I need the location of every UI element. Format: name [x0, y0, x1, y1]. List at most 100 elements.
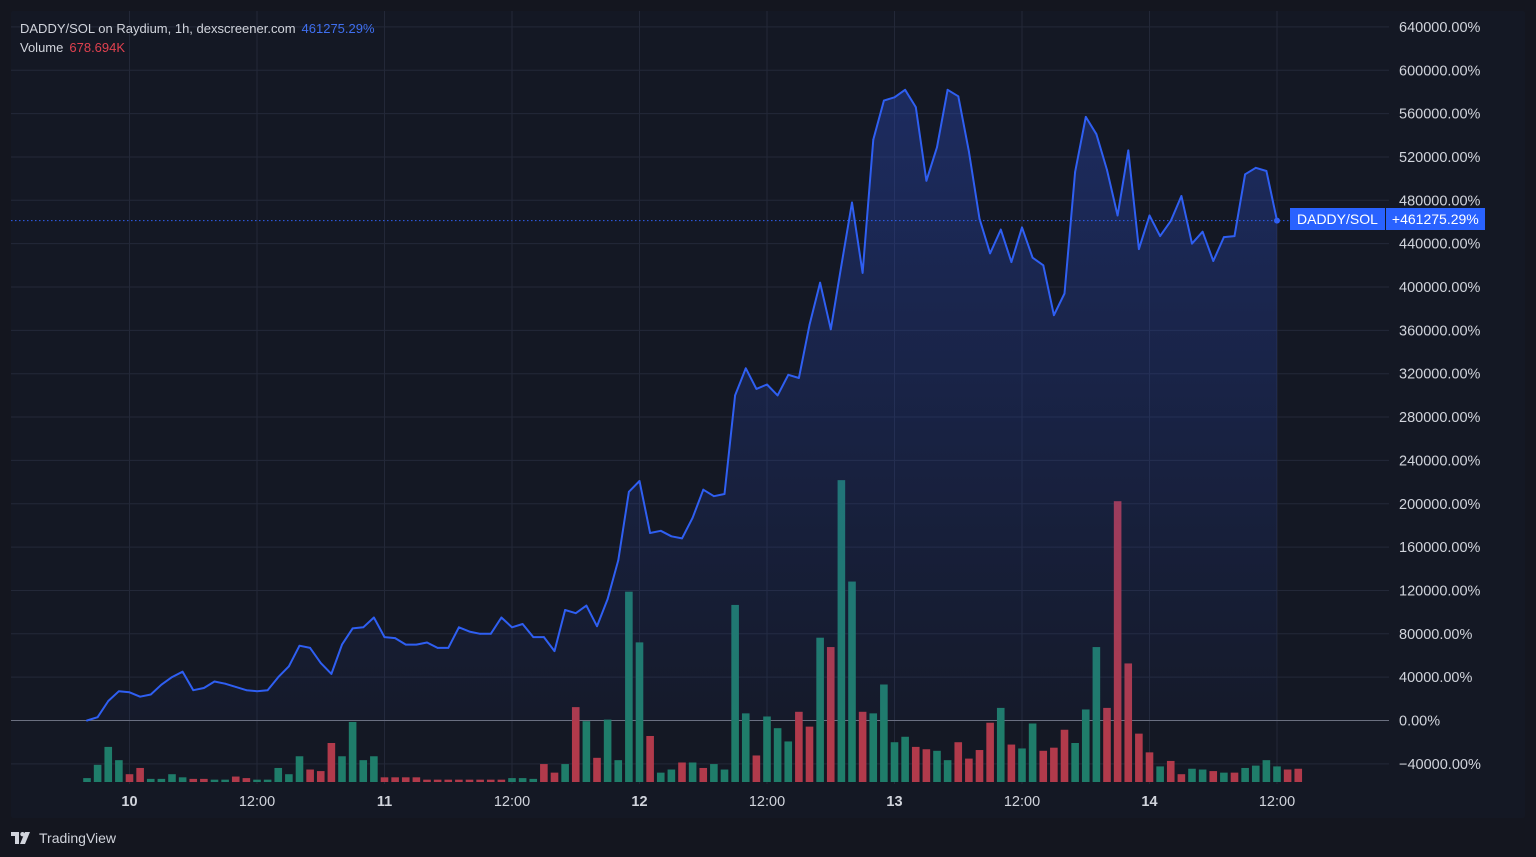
volume-bar — [1220, 772, 1228, 782]
price-point — [426, 641, 428, 644]
price-point — [617, 559, 620, 562]
price-point — [298, 644, 301, 647]
price-point — [181, 670, 184, 673]
price-point — [787, 373, 790, 376]
price-point — [479, 632, 482, 635]
price-point — [766, 383, 768, 386]
volume-bar — [1007, 744, 1016, 782]
price-point — [319, 662, 322, 664]
price-point — [1191, 242, 1193, 245]
volume-bar — [465, 779, 474, 782]
price-point — [1127, 149, 1130, 152]
price-point — [649, 532, 652, 534]
volume-bar — [922, 749, 931, 782]
volume-bar — [529, 778, 538, 782]
volume-bar — [1156, 766, 1164, 782]
y-tick-label: 640000.00% — [1399, 20, 1481, 36]
price-point — [914, 106, 917, 108]
volume-bar — [104, 746, 113, 782]
volume-bar — [518, 778, 527, 782]
y-tick-label: 360000.00% — [1399, 323, 1481, 339]
price-point — [1159, 235, 1162, 237]
volume-bar — [486, 779, 495, 782]
price-point — [287, 665, 290, 668]
price-point — [681, 537, 683, 540]
volume-bar — [370, 756, 378, 782]
volume-bar — [136, 767, 144, 782]
price-point — [702, 488, 705, 491]
volume-bar — [1060, 729, 1069, 782]
price-point — [351, 627, 354, 630]
volume-bar — [699, 767, 708, 782]
volume-bar — [1241, 767, 1249, 782]
volume-bar — [359, 760, 368, 782]
volume-bar — [593, 757, 601, 782]
volume-bar — [1230, 772, 1239, 782]
price-point — [394, 637, 397, 640]
price-point — [840, 264, 843, 267]
volume-bar — [295, 756, 304, 782]
volume-bar — [1198, 769, 1207, 782]
y-tick-label: 80000.00% — [1399, 627, 1472, 643]
volume-bar — [975, 750, 984, 782]
volume-bar — [550, 772, 559, 782]
price-point — [1233, 235, 1236, 237]
y-tick-label: 440000.00% — [1399, 237, 1481, 253]
volume-bar — [508, 778, 516, 782]
price-point — [500, 616, 503, 619]
volume-bar — [1071, 743, 1079, 782]
volume-bar — [710, 764, 718, 782]
price-point — [372, 616, 375, 619]
price-point — [436, 646, 439, 649]
volume-bar — [200, 778, 208, 782]
price-point — [1042, 264, 1045, 267]
price-point — [1169, 219, 1172, 222]
volume-bar — [582, 721, 591, 782]
volume-bar — [455, 779, 463, 782]
price-point — [383, 636, 386, 638]
y-tick-label: 520000.00% — [1399, 150, 1481, 166]
price-point — [596, 625, 598, 628]
price-point — [202, 687, 205, 689]
legend-last-value: 461275.29% — [301, 21, 375, 36]
volume-bar — [380, 777, 389, 782]
volume-bar — [1145, 752, 1154, 782]
tradingview-logo-icon[interactable] — [11, 831, 33, 845]
price-point — [744, 367, 747, 370]
price-point — [330, 672, 333, 675]
volume-bar — [327, 743, 336, 782]
price-point — [1021, 226, 1023, 229]
price-point — [819, 281, 822, 284]
price-point — [468, 630, 471, 633]
x-tick-label: 11 — [377, 794, 392, 810]
volume-bar — [401, 777, 410, 782]
volume-bar — [805, 726, 814, 782]
price-point — [171, 676, 173, 679]
volume-bar — [444, 779, 453, 782]
volume-bar — [125, 774, 134, 782]
volume-bar — [1294, 768, 1303, 782]
volume-bar — [1018, 748, 1026, 782]
volume-bar — [93, 764, 102, 782]
footer-brand[interactable]: TradingView — [39, 830, 117, 846]
volume-bar — [348, 721, 357, 782]
volume-bar — [178, 777, 187, 782]
last-price-dot — [1274, 217, 1280, 224]
price-point — [861, 272, 864, 274]
price-point — [925, 179, 928, 182]
volume-bar — [83, 778, 91, 782]
price-point — [574, 612, 577, 615]
volume-bar — [1081, 709, 1090, 782]
volume-bar — [242, 778, 251, 782]
volume-bar — [986, 722, 994, 782]
price-point — [989, 252, 992, 255]
price-point — [362, 626, 365, 629]
price-point — [489, 632, 492, 635]
price-point — [96, 716, 99, 719]
volume-bar — [858, 711, 867, 782]
price-point — [712, 495, 715, 498]
price-point — [245, 689, 248, 692]
volume-bar — [603, 719, 612, 782]
volume-bar — [423, 779, 431, 782]
